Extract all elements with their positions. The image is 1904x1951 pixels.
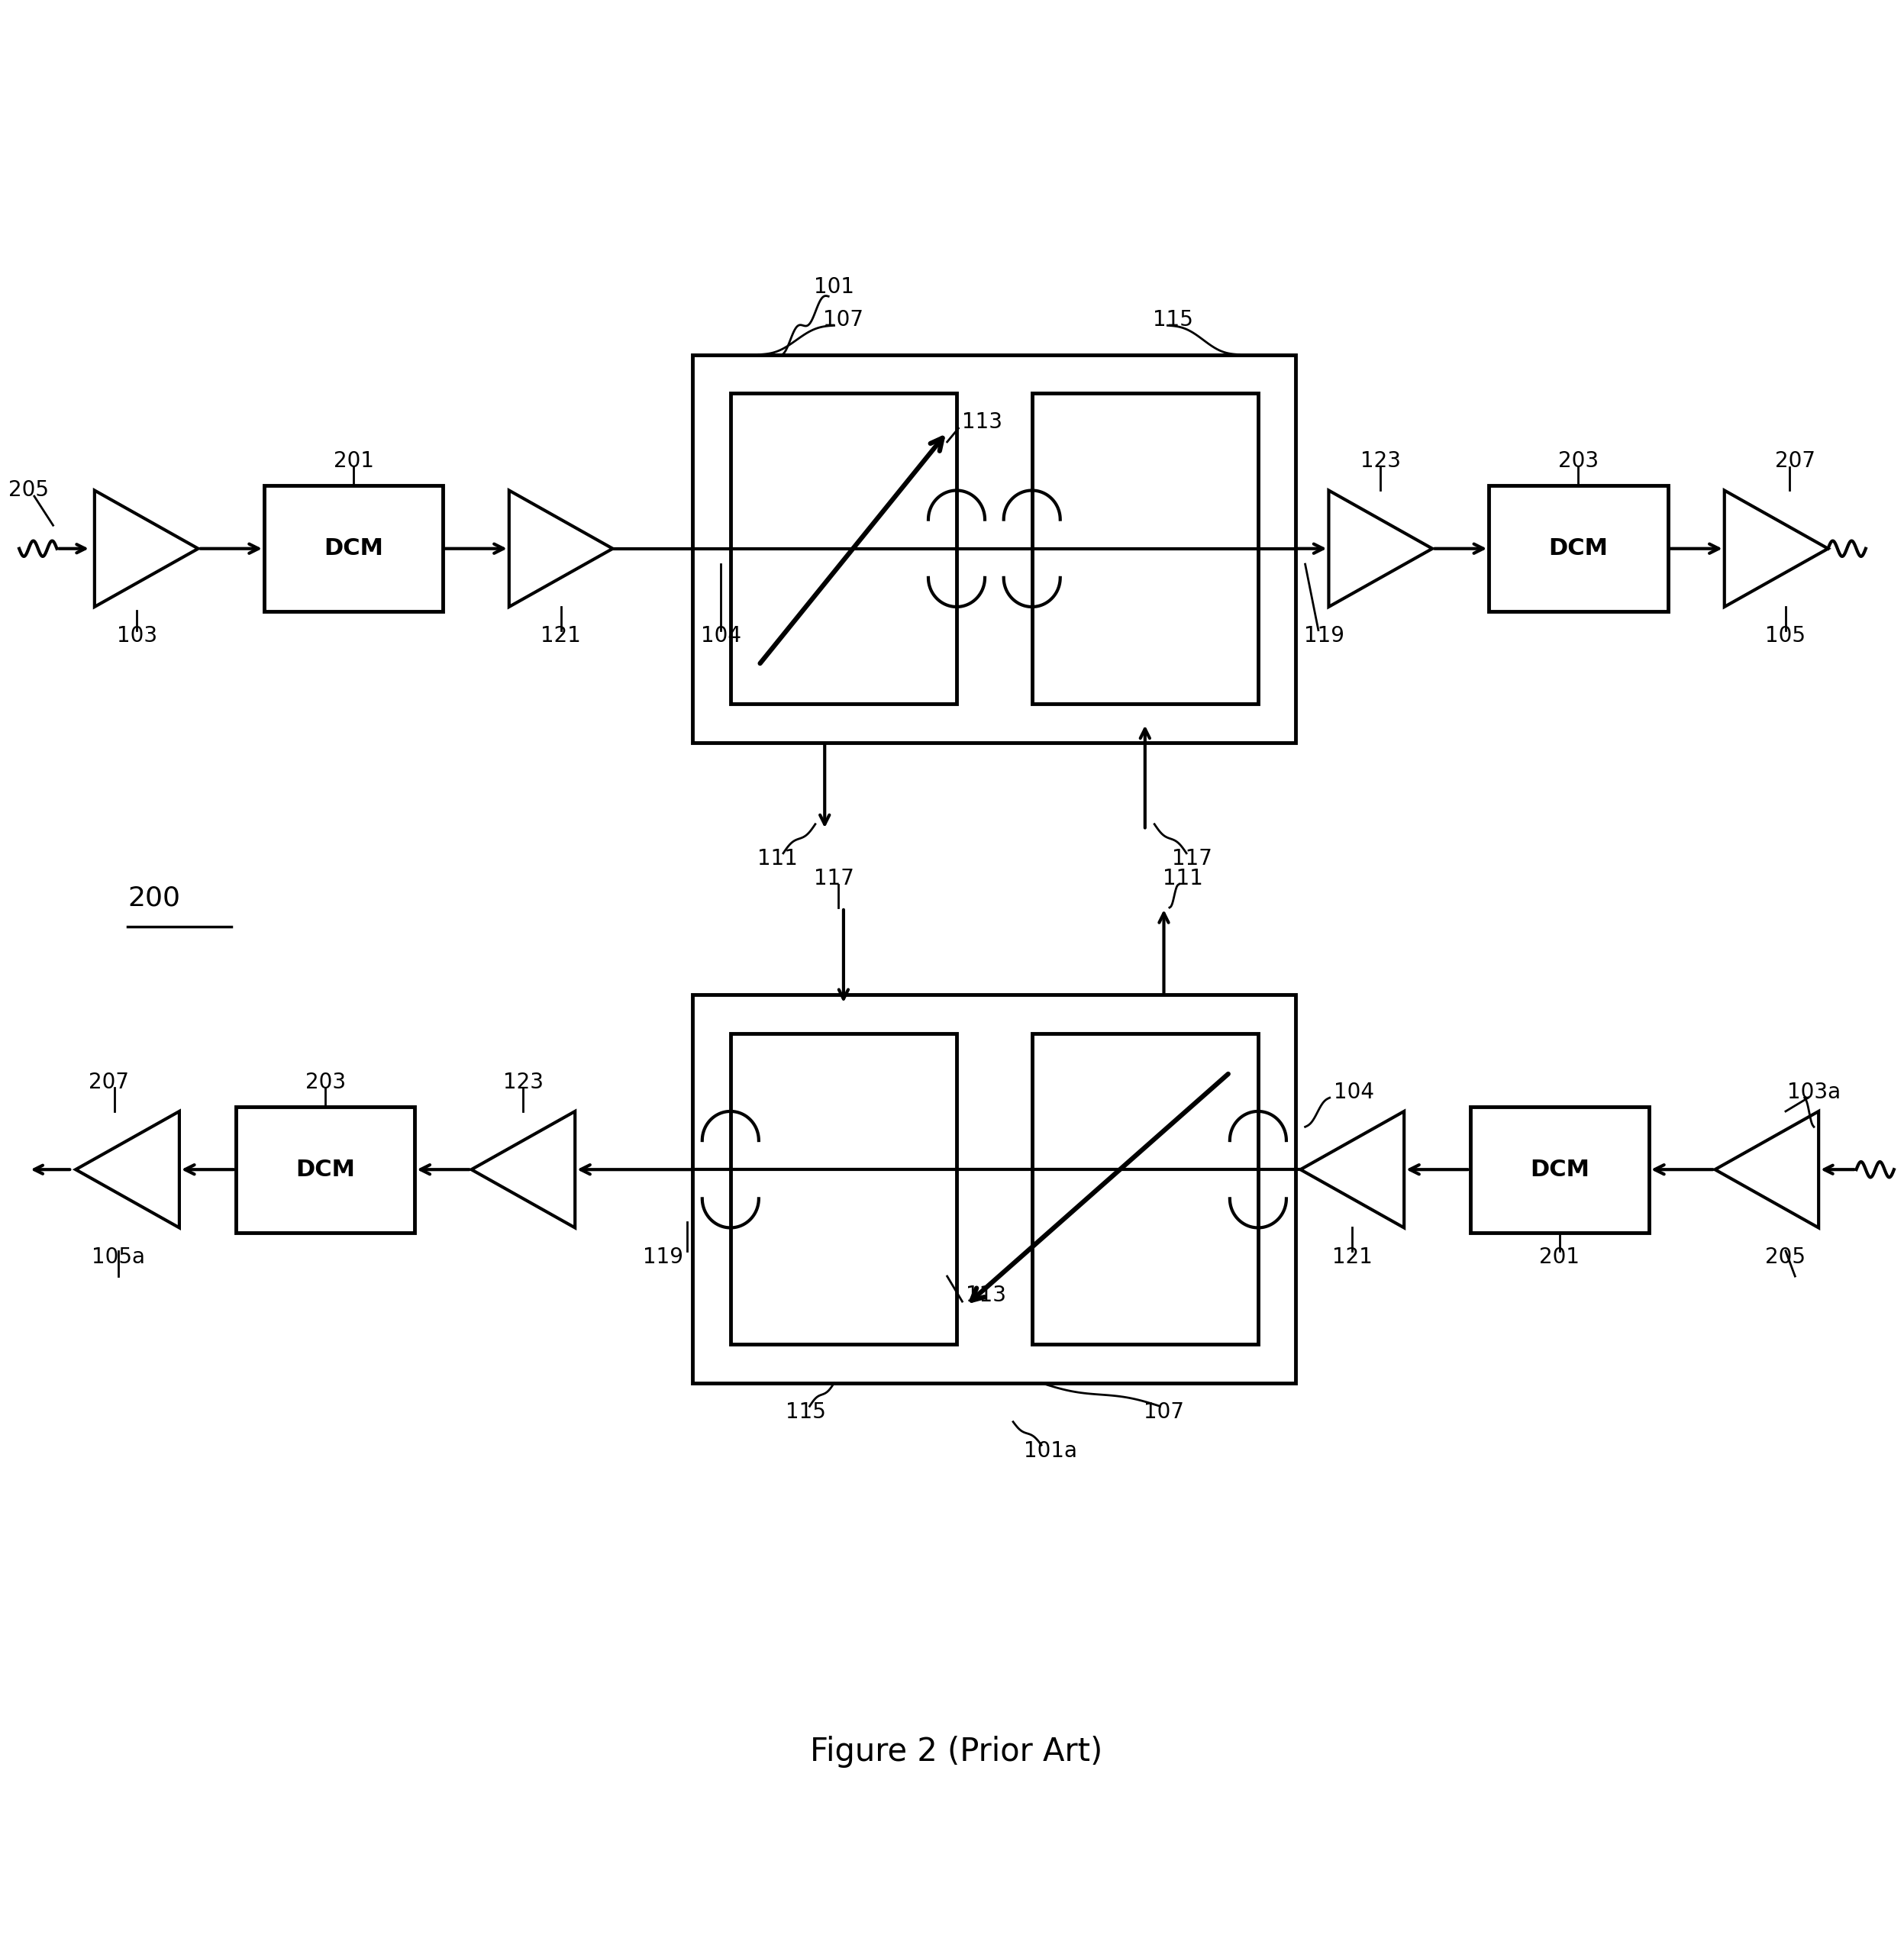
- Text: 121: 121: [1333, 1247, 1373, 1268]
- Text: 113: 113: [962, 412, 1003, 433]
- Text: Figure 2 (Prior Art): Figure 2 (Prior Art): [811, 1736, 1102, 1768]
- Text: 201: 201: [1538, 1247, 1580, 1268]
- Text: 119: 119: [1304, 624, 1344, 646]
- Bar: [731, 1034, 956, 1344]
- Text: 207: 207: [1775, 451, 1815, 472]
- Bar: [1470, 1106, 1649, 1233]
- Text: 105a: 105a: [91, 1247, 145, 1268]
- Text: 207: 207: [88, 1071, 129, 1093]
- Bar: [236, 1106, 415, 1233]
- Text: 104: 104: [1333, 1081, 1375, 1102]
- Bar: [693, 355, 1297, 743]
- Text: 203: 203: [1557, 451, 1599, 472]
- Text: 113: 113: [965, 1286, 1007, 1307]
- Text: 115: 115: [786, 1401, 826, 1422]
- Bar: [693, 995, 1297, 1383]
- Text: DCM: DCM: [295, 1159, 356, 1180]
- Text: 200: 200: [128, 886, 181, 911]
- Text: DCM: DCM: [324, 538, 383, 560]
- Bar: [731, 394, 956, 704]
- Text: 111: 111: [1163, 868, 1203, 890]
- Text: DCM: DCM: [1548, 538, 1609, 560]
- Text: 117: 117: [813, 868, 855, 890]
- Text: 105: 105: [1765, 624, 1805, 646]
- Bar: [265, 486, 444, 613]
- Text: 115: 115: [1154, 308, 1194, 330]
- Text: 123: 123: [1359, 451, 1401, 472]
- Text: 201: 201: [333, 451, 373, 472]
- Text: 107: 107: [823, 308, 864, 330]
- Text: 111: 111: [758, 849, 798, 870]
- Text: 119: 119: [644, 1247, 684, 1268]
- Bar: [1032, 394, 1259, 704]
- Text: 104: 104: [701, 624, 741, 646]
- Text: 101a: 101a: [1024, 1440, 1078, 1461]
- Bar: [1489, 486, 1668, 613]
- Text: 123: 123: [503, 1071, 543, 1093]
- Text: 103: 103: [116, 624, 158, 646]
- Text: 205: 205: [8, 480, 50, 501]
- Text: 205: 205: [1765, 1247, 1805, 1268]
- Text: 203: 203: [305, 1071, 347, 1093]
- Text: 117: 117: [1173, 849, 1213, 870]
- Text: 103a: 103a: [1788, 1081, 1841, 1102]
- Text: 101: 101: [813, 275, 855, 297]
- Text: 107: 107: [1144, 1401, 1184, 1422]
- Bar: [1032, 1034, 1259, 1344]
- Text: DCM: DCM: [1529, 1159, 1590, 1180]
- Text: 121: 121: [541, 624, 581, 646]
